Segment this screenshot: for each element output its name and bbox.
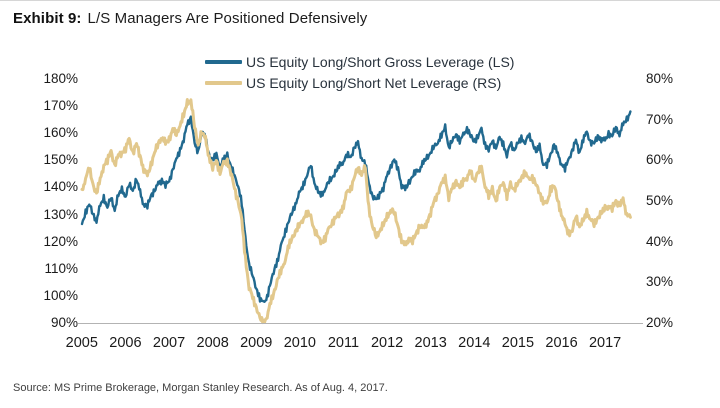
left-axis-tick-label: 150% [43,152,78,168]
right-axis-tick-label: 30% [646,274,674,290]
legend-label-gross: US Equity Long/Short Gross Leverage (LS) [246,53,515,70]
left-axis-tick-label: 90% [50,314,78,330]
page-title: Exhibit 9: L/S Managers Are Positioned De… [13,10,367,27]
x-axis-year-label: 2014 [458,335,491,351]
left-axis-tick-label: 180% [43,71,78,86]
right-axis-tick-label: 50% [646,192,674,208]
left-axis-tick-label: 110% [44,260,78,276]
title-text: L/S Managers Are Positioned Defensively [87,10,368,27]
legend-item-net: US Equity Long/Short Net Leverage (RS) [205,73,514,92]
right-axis-tick-label: 70% [646,111,674,127]
x-axis-year-label: 2007 [152,335,186,351]
x-axis-year-label: 2009 [240,335,273,351]
gross-line-swatch-icon [205,59,242,64]
right-axis-tick-label: 20% [646,314,674,330]
net-leverage-line [80,98,632,325]
legend-item-gross: US Equity Long/Short Gross Leverage (LS) [205,52,514,71]
right-axis-tick-label: 80% [646,71,674,86]
left-axis-ticks: 180% 170% 160% 150% 140% 130% 120% 110% 100% 90% [26,71,78,331]
x-axis-year-label: 2017 [588,335,622,351]
right-axis-tick-label: 60% [646,152,674,168]
x-axis-ticks: 2005 2006 2007 2008 2009 2010 2011 2012 2013 2014… [60,335,627,351]
x-axis-year-label: 2015 [501,335,535,351]
left-axis-tick-label: 140% [43,179,78,195]
left-axis-tick-label: 100% [43,287,78,303]
x-axis-year-label: 2011 [327,335,360,351]
right-axis-ticks: 80% 70% 60% 50% 40% 30% 20% [646,71,696,331]
x-axis-year-label: 2006 [109,335,142,351]
x-axis-year-label: 2005 [65,335,98,351]
left-axis-tick-label: 120% [43,233,78,249]
x-axis-year-label: 2016 [545,335,578,351]
exhibit-label: Exhibit 9: [13,10,82,27]
x-axis-year-label: 2010 [283,335,316,351]
gross-leverage-line [80,110,632,303]
right-axis-tick-label: 40% [646,233,674,249]
left-axis-tick-label: 160% [43,125,78,141]
net-line-swatch-icon [205,80,242,85]
left-axis-tick-label: 130% [43,206,78,222]
x-axis-year-label: 2008 [196,335,229,351]
x-axis-year-label: 2012 [370,335,404,351]
source-note: Source: MS Prime Brokerage, Morgan Stanl… [13,382,388,394]
left-axis-tick-label: 170% [43,98,78,114]
x-axis-year-label: 2013 [414,335,447,351]
chart-legend: US Equity Long/Short Gross Leverage (LS)… [205,52,514,92]
legend-label-net: US Equity Long/Short Net Leverage (RS) [246,74,502,91]
x-axis-line [78,323,643,324]
